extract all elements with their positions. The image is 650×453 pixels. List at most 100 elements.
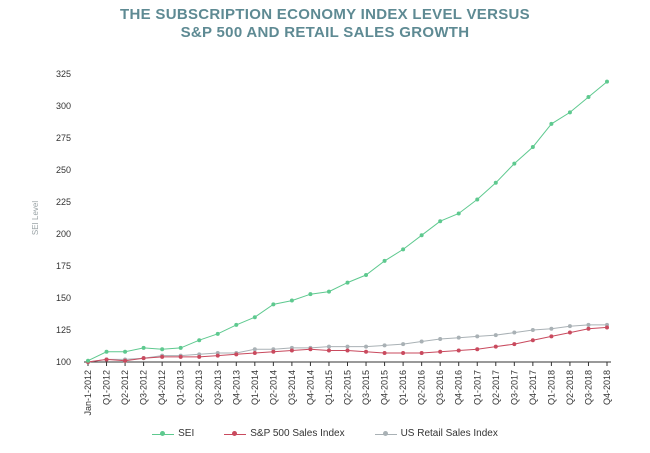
data-point-sp500 (419, 351, 424, 356)
y-tick-label: 200 (56, 229, 71, 239)
data-point-sei (104, 349, 109, 354)
data-point-sei (289, 298, 294, 303)
data-point-sei (605, 79, 609, 84)
x-tick-label: Q1-2016 (398, 370, 408, 405)
data-point-sp500 (215, 353, 220, 358)
data-point-sp500 (123, 358, 128, 363)
data-point-retail (530, 328, 535, 332)
x-tick-label: Q3-2012 (139, 370, 149, 405)
legend-label-retail: US Retail Sales Index (400, 428, 498, 439)
data-point-sp500 (160, 354, 165, 359)
data-point-retail (456, 335, 461, 340)
legend: SEI S&P 500 Sales Index US Retail Sales … (0, 428, 650, 439)
data-point-retail (475, 334, 480, 339)
data-point-sp500 (549, 334, 554, 339)
y-tick-label: 275 (56, 133, 71, 143)
x-tick-label: Q2-2016 (417, 370, 427, 405)
x-tick-label: Q4-2014 (305, 370, 315, 405)
axes: 100 125 150 175 200 225 250 275 300 325 SEI Level J… (31, 69, 612, 416)
data-point-sei (271, 302, 276, 307)
legend-item-retail: US Retail Sales Index (374, 428, 498, 439)
data-point-sp500 (438, 349, 443, 354)
data-point-sp500 (401, 351, 406, 356)
x-tick-label: Q2-2013 (194, 370, 204, 405)
data-point-sei (419, 233, 424, 238)
x-tick-label: Q3-2014 (287, 370, 297, 405)
x-tick-label: Q1-2018 (546, 370, 556, 405)
x-tick-label: Q2-2015 (343, 370, 353, 405)
x-tick-label: Q3-2017 (509, 370, 519, 405)
data-point-sei (530, 144, 535, 149)
data-point-sei (123, 349, 128, 354)
x-tick-label: Q2-2017 (491, 370, 501, 405)
data-point-retail (567, 324, 572, 329)
x-tick-label: Q1-2013 (176, 370, 186, 405)
y-tick-label: 125 (56, 325, 71, 335)
data-point-sei (326, 289, 331, 294)
data-point-sei (456, 211, 461, 216)
x-tick-label: Q3-2018 (583, 370, 593, 405)
y-tick-label: 250 (56, 165, 71, 175)
legend-swatch-sp500 (224, 429, 247, 439)
legend-label-sp500: S&P 500 Sales Index (250, 428, 345, 439)
x-tick-label: Q4-2017 (528, 370, 538, 405)
data-point-sp500 (326, 348, 331, 353)
chart-title-line2: S&P 500 AND RETAIL SALES GROWTH (180, 24, 470, 41)
line-chart: 100 125 150 175 200 225 250 275 300 325 SEI Level J… (31, 69, 612, 416)
data-point-sp500 (512, 342, 517, 347)
data-point-sei (252, 315, 257, 320)
data-point-sei (215, 331, 220, 336)
data-point-retail (512, 330, 517, 335)
x-tick-label: Q3-2013 (213, 370, 223, 405)
data-point-sei (475, 197, 480, 202)
data-point-sp500 (530, 338, 535, 343)
data-point-sei (345, 280, 350, 285)
data-point-sp500 (308, 347, 313, 352)
x-tick-label: Q2-2012 (120, 370, 130, 405)
data-point-retail (438, 336, 443, 341)
x-tick-label: Q3-2015 (361, 370, 371, 405)
x-tick-label: Q4-2016 (454, 370, 464, 405)
data-point-retail (364, 344, 369, 349)
x-tick-label: Q4-2018 (602, 370, 612, 405)
data-point-sp500 (234, 352, 239, 357)
data-point-retail (493, 333, 498, 338)
data-point-sp500 (586, 326, 591, 331)
data-point-retail (401, 342, 406, 347)
data-point-sei (382, 258, 387, 263)
data-point-sp500 (567, 330, 572, 335)
y-tick-label: 100 (56, 357, 71, 367)
series-layer (86, 79, 609, 364)
data-point-sei (197, 338, 202, 343)
data-point-sp500 (475, 347, 480, 352)
data-point-sp500 (271, 349, 276, 354)
data-point-sp500 (382, 351, 387, 356)
y-tick-label: 175 (56, 261, 71, 271)
x-tick-label: Q1-2015 (324, 370, 334, 405)
x-tick-label: Q1-2012 (102, 370, 112, 405)
data-point-sei (364, 272, 369, 277)
legend-swatch-retail (374, 429, 397, 439)
y-tick-label: 150 (56, 293, 71, 303)
series-line-sei (87, 81, 608, 362)
data-point-sp500 (104, 357, 109, 362)
x-tick-label: Q2-2014 (268, 370, 278, 405)
data-point-sei (178, 345, 183, 350)
x-tick-label: Q1-2017 (472, 370, 482, 405)
data-point-sp500 (289, 348, 294, 353)
x-tick-label: Q4-2015 (380, 370, 390, 405)
x-tick-label: Jan-1-2012 (83, 370, 93, 416)
data-point-retail (586, 322, 591, 327)
data-point-sp500 (141, 356, 146, 361)
data-point-sei (401, 247, 406, 252)
data-point-retail (252, 347, 257, 352)
data-point-sp500 (493, 344, 498, 349)
x-tick-label: Q1-2014 (250, 370, 260, 405)
data-point-retail (419, 339, 424, 344)
y-axis-label: SEI Level (31, 201, 40, 235)
x-tick-label: Q2-2018 (565, 370, 575, 405)
y-tick-label: 300 (56, 101, 71, 111)
x-tick-label: Q4-2012 (157, 370, 167, 405)
data-point-sei (160, 347, 165, 352)
legend-item-sei: SEI (152, 428, 194, 439)
